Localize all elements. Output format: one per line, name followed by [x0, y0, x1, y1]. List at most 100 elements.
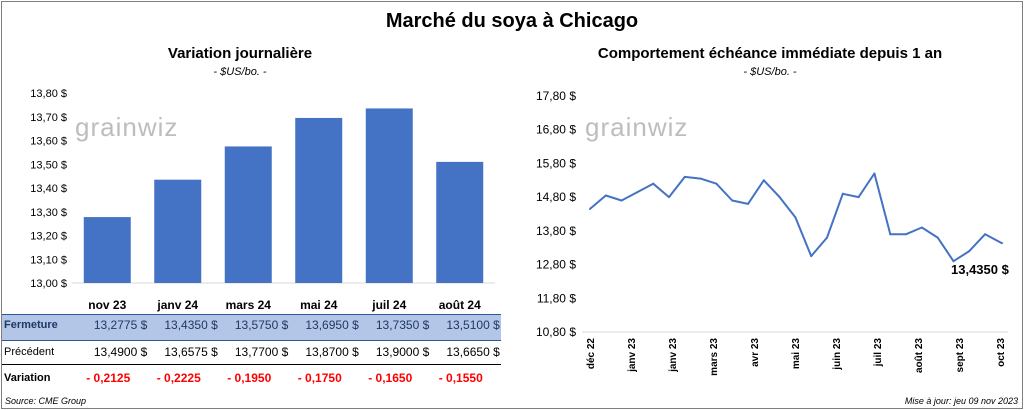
right-xtick-label: mars 23: [709, 338, 720, 376]
row-label: Précédent: [4, 346, 55, 358]
table-cell: 13,4900 $: [93, 345, 148, 359]
category-label: janv 24: [157, 298, 199, 312]
table-cell: 13,9000 $: [375, 345, 430, 359]
bar-1: [154, 179, 202, 283]
table-cell: 13,7350 $: [375, 318, 430, 332]
line-point-6: [683, 175, 686, 178]
left-ytick-label: 13,10 $: [30, 254, 67, 266]
left-ytick-label: 13,50 $: [30, 159, 67, 171]
table-cell: - 0,2225: [156, 371, 201, 385]
line-point-7: [699, 177, 702, 180]
line-point-19: [889, 233, 892, 236]
right-ytick-label: 14,80 $: [536, 190, 576, 204]
update-note: Mise à jour: jeu 09 nov 2023: [904, 396, 1018, 406]
line-point-20: [905, 233, 908, 236]
table-cell: 13,5100 $: [446, 318, 500, 332]
left-ytick-label: 13,80 $: [30, 88, 67, 100]
right-xtick-label: août 23: [914, 338, 925, 373]
right-ytick-label: 11,80 $: [537, 291, 576, 305]
table-cell: - 0,2125: [86, 371, 131, 385]
left-ytick-label: 13,40 $: [30, 183, 67, 195]
table-cell: - 0,1550: [438, 371, 483, 385]
right-chart-unit: - $US/bo. -: [743, 66, 797, 78]
right-ytick-label: 10,80 $: [536, 325, 576, 339]
table-cell: 13,6575 $: [164, 345, 218, 359]
line-point-22: [936, 236, 939, 239]
table-cell: - 0,1750: [297, 371, 342, 385]
right-y-axis: 10,80 $ 11,80 $ 12,80 $ 13,80 $ 14,80 $ 15,80…: [536, 89, 1008, 376]
table-cell: - 0,1950: [227, 371, 272, 385]
right-xtick-label: juin 23: [832, 338, 843, 371]
line-point-12: [778, 196, 781, 199]
table-cell: 13,5750 $: [234, 318, 289, 332]
line-point-14: [810, 255, 813, 258]
line-point-23: [952, 260, 955, 263]
category-label: août 24: [438, 298, 481, 312]
right-chart-title: Comportement échéance immédiate depuis 1…: [597, 45, 943, 62]
line-point-24: [968, 250, 971, 253]
bar-4: [365, 108, 413, 283]
right-xtick-label: sept 23: [955, 338, 966, 373]
left-watermark: grainwiz: [75, 112, 179, 142]
bar-3: [295, 117, 343, 283]
line-point-2: [620, 199, 623, 202]
category-label: mars 24: [225, 298, 271, 312]
table-cell: 13,6950 $: [305, 318, 359, 332]
left-ytick-label: 13,20 $: [30, 231, 67, 243]
category-label: nov 23: [88, 298, 127, 312]
source-note: Source: CME Group: [5, 396, 87, 406]
table-cell: 13,7700 $: [234, 345, 289, 359]
right-ytick-label: 17,80 $: [536, 89, 576, 103]
right-xtick-label: oct 23: [996, 338, 1007, 367]
table-cell: 13,4350 $: [164, 318, 218, 332]
fermeture-row-bg: [2, 314, 501, 341]
right-line-series: [589, 172, 1003, 263]
left-chart-title: Variation journalière: [167, 45, 313, 62]
right-xtick-label: janv 23: [627, 338, 638, 373]
left-ytick-label: 13,00 $: [30, 278, 67, 290]
left-bars: [83, 108, 484, 283]
left-ytick-label: 13,70 $: [30, 112, 67, 124]
line-point-8: [715, 182, 718, 185]
right-ytick-label: 13,80 $: [536, 224, 576, 238]
right-ytick-label: 16,80 $: [536, 123, 576, 137]
bar-5: [436, 161, 484, 283]
right-ytick-label: 15,80 $: [536, 156, 576, 170]
table-divider: [2, 364, 501, 365]
category-label: juil 24: [372, 298, 407, 312]
right-ytick-label: 12,80 $: [536, 258, 576, 272]
right-xtick-label: avr 23: [750, 338, 761, 367]
right-xtick-label: janv 23: [668, 338, 679, 373]
row-label: Fermeture: [4, 319, 58, 331]
line-point-4: [652, 182, 655, 185]
table-cell: 13,6650 $: [446, 345, 500, 359]
left-chart-unit: - $US/bo. -: [213, 66, 267, 78]
line-point-18: [873, 172, 876, 175]
line-point-11: [762, 179, 765, 182]
line-point-13: [794, 216, 797, 219]
line-point-10: [747, 202, 750, 205]
category-label: mai 24: [300, 298, 338, 312]
right-watermark: grainwiz: [585, 112, 689, 142]
left-ytick-label: 13,30 $: [30, 207, 67, 219]
right-xtick-label: juil 23: [873, 338, 884, 368]
right-xtick-label: mai 23: [791, 338, 802, 370]
page-title: Marché du soya à Chicago: [385, 10, 639, 32]
left-y-axis: 13,00 $ 13,10 $ 13,20 $ 13,30 $ 13,40 $ 13,50…: [30, 88, 495, 290]
last-value-label: 13,4350 $: [951, 262, 1009, 277]
line-point-1: [604, 194, 607, 197]
line-point-26: [1001, 242, 1003, 245]
row-label: Variation: [4, 372, 51, 384]
line-point-25: [984, 233, 987, 236]
right-xtick-label: déc 22: [586, 338, 597, 370]
line-point-21: [920, 226, 923, 229]
line-point-3: [636, 191, 639, 194]
bar-0: [83, 217, 131, 283]
table-cell: - 0,1650: [368, 371, 413, 385]
line-point-15: [826, 236, 829, 239]
bar-2: [224, 146, 272, 283]
table-cell: 13,8700 $: [305, 345, 359, 359]
table-cell: 13,2775 $: [93, 318, 148, 332]
line-point-16: [841, 192, 844, 195]
